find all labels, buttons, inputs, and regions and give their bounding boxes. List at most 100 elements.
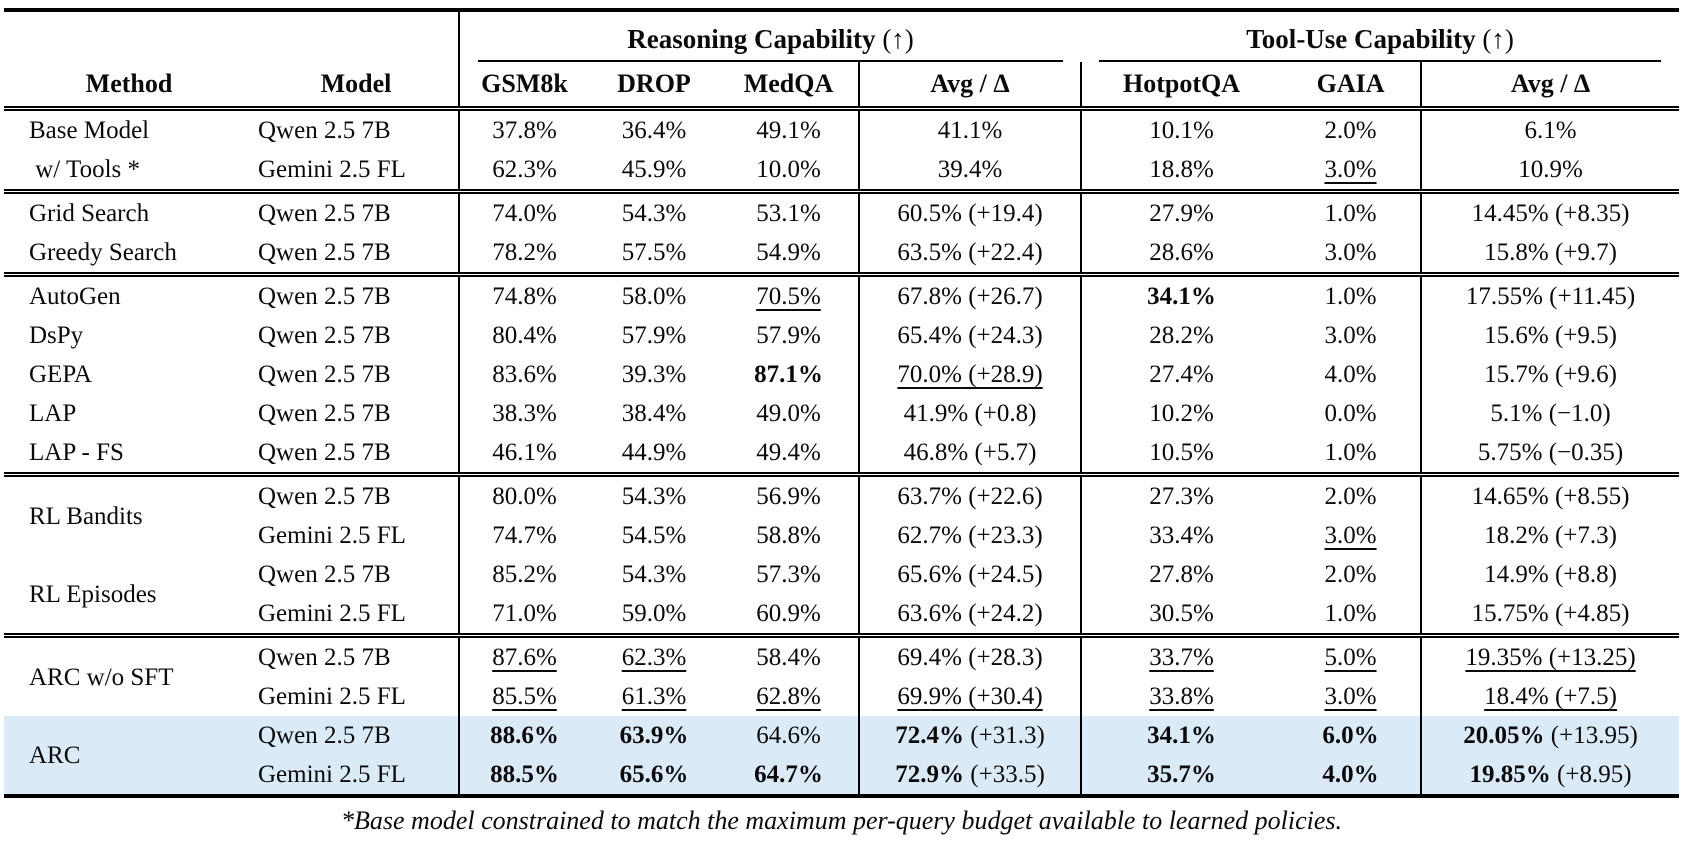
value-cell: 54.5% [589, 516, 719, 555]
value: 15.7% (+9.6) [1484, 361, 1617, 388]
value-main: 0.0% [1324, 400, 1377, 427]
value-cell: 65.4% (+24.3) [857, 316, 1082, 355]
value-cell: 33.7% [1080, 635, 1282, 677]
value-cell: 18.2% (+7.3) [1420, 516, 1680, 555]
value-cell: 60.5% (+19.4) [857, 191, 1082, 233]
value-main: 46.1% [492, 439, 557, 466]
value: 74.0% [492, 200, 557, 227]
value: 2.0% [1325, 561, 1377, 588]
value-cell: 15.75% (+4.85) [1420, 594, 1680, 636]
value-cell: 70.0% (+28.9) [857, 355, 1082, 394]
value: 3.0% [1325, 683, 1377, 710]
value-cell: 27.4% [1080, 355, 1282, 394]
value-cell: 2.0% [1281, 109, 1421, 151]
method-cell: DsPy [29, 322, 84, 349]
value-main: 19.85% [1469, 761, 1551, 788]
value: 14.45% (+8.35) [1472, 200, 1630, 227]
method-cell: LAP [29, 400, 77, 427]
value: 44.9% [622, 439, 687, 466]
value-cell: 38.4% [589, 394, 719, 433]
value: 18.2% (+7.3) [1484, 522, 1617, 549]
value-main: 33.7% [1149, 644, 1214, 671]
value-cell: 2.0% [1281, 475, 1421, 517]
value: 53.1% [756, 200, 821, 227]
value: 80.0% [492, 483, 557, 510]
column-header-avg-reasoning: Avg / Δ [857, 62, 1082, 109]
value-cell: 6.0% [1281, 716, 1422, 755]
table-section: RL Bandits Qwen 2.5 7B 80.0% 54.3% 56.9% 63.7… [4, 474, 1680, 636]
up-arrow-icon: (↑) [882, 24, 914, 54]
value: 58.8% [756, 522, 821, 549]
value: 6.1% [1525, 117, 1577, 144]
value-main: 37.8% [492, 117, 557, 144]
value-main: 28.2% [1149, 322, 1214, 349]
value-cell: 15.6% (+9.5) [1420, 316, 1680, 355]
value: 10.1% [1149, 117, 1214, 144]
value-cell: 69.4% (+28.3) [857, 635, 1082, 677]
value: 3.0% [1325, 522, 1377, 549]
value: 74.7% [492, 522, 557, 549]
value-delta: (+8.35) [1548, 200, 1630, 227]
method-cell: AutoGen [29, 283, 121, 310]
value-main: 54.9% [756, 239, 821, 266]
value: 4.0% [1325, 361, 1377, 388]
value-main: 69.9% [897, 683, 962, 710]
value-delta: (+8.55) [1548, 483, 1630, 510]
model-cell: Qwen 2.5 7B [258, 322, 391, 349]
value: 85.2% [492, 561, 557, 588]
table-row: Gemini 2.5 FL 88.5% 65.6% 64.7% 72.9% (+33.5… [4, 755, 1680, 796]
value: 37.8% [492, 117, 557, 144]
value-cell: 83.6% [458, 355, 589, 394]
value-cell: 10.0% [719, 150, 859, 192]
value-main: 10.0% [756, 156, 821, 183]
value: 17.55% (+11.45) [1466, 283, 1635, 310]
value-main: 74.0% [492, 200, 557, 227]
value-main: 46.8% [903, 439, 969, 466]
value: 54.9% [756, 239, 821, 266]
value-main: 63.6% [897, 600, 962, 627]
value: 62.7% (+23.3) [897, 522, 1042, 549]
value-main: 63.7% [897, 483, 962, 510]
value: 38.4% [622, 400, 687, 427]
up-arrow-icon: (↑) [1482, 24, 1514, 54]
value: 5.1% (−1.0) [1490, 400, 1610, 427]
value: 80.4% [492, 322, 557, 349]
value: 83.6% [492, 361, 557, 388]
value-cell: 1.0% [1281, 594, 1421, 636]
value-delta: (+31.3) [964, 722, 1045, 749]
value: 54.3% [622, 483, 687, 510]
value: 3.0% [1325, 156, 1377, 183]
value: 14.9% (+8.8) [1484, 561, 1617, 588]
value: 65.6% [620, 761, 689, 788]
value-main: 62.8% [756, 683, 821, 710]
value: 2.0% [1325, 483, 1377, 510]
value-main: 80.4% [492, 322, 557, 349]
value: 60.5% (+19.4) [897, 200, 1042, 227]
value-cell: 65.6% (+24.5) [857, 555, 1082, 594]
column-header-avg-tool: Avg / Δ [1420, 62, 1680, 109]
value-cell: 62.3% [589, 636, 719, 678]
value: 63.7% (+22.6) [897, 483, 1042, 510]
value-cell: 34.1% [1080, 274, 1282, 316]
value: 57.3% [756, 561, 821, 588]
value-main: 65.4% [897, 322, 962, 349]
value: 59.0% [622, 600, 687, 627]
value: 70.0% (+28.9) [897, 361, 1042, 388]
value: 10.0% [756, 156, 821, 183]
value-cell: 58.8% [719, 516, 859, 555]
value-main: 10.5% [1149, 439, 1214, 466]
value-main: 3.0% [1324, 683, 1377, 710]
value-cell: 10.2% [1080, 394, 1282, 433]
value-cell: 18.8% [1080, 150, 1282, 192]
value: 58.0% [622, 283, 687, 310]
value-cell: 58.4% [719, 636, 859, 678]
benchmark-results-table: Reasoning Capability (↑) Tool-Use Capabi… [4, 8, 1680, 798]
value-delta: (+23.3) [961, 522, 1043, 549]
value-cell: 49.4% [719, 433, 859, 475]
value: 33.8% [1149, 683, 1214, 710]
value: 34.1% [1147, 722, 1216, 749]
value-cell: 15.8% (+9.7) [1420, 233, 1680, 275]
value-cell: 57.9% [719, 316, 859, 355]
value-cell: 33.8% [1080, 677, 1282, 716]
value-cell: 57.9% [589, 316, 719, 355]
